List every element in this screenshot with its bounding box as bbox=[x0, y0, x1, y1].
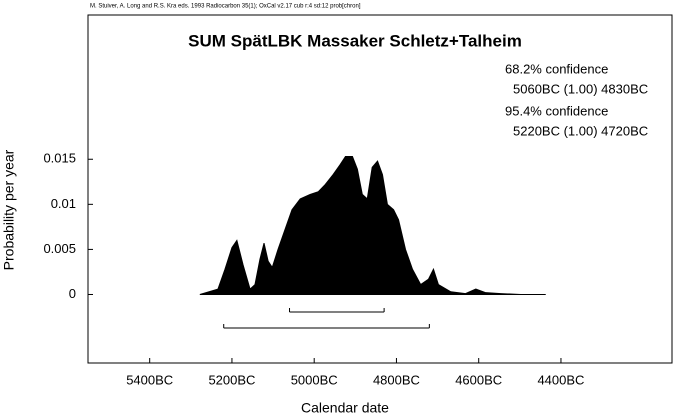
y-tick-label: 0.005 bbox=[43, 241, 76, 256]
chart-title: SUM SpätLBK Massaker Schletz+Talheim bbox=[188, 31, 522, 50]
range-label: 5220BC (1.00) 4720BC bbox=[513, 123, 648, 138]
y-tick-label: 0.01 bbox=[51, 196, 76, 211]
y-axis-label: Probability per year bbox=[1, 149, 17, 270]
range-label: 5060BC (1.00) 4830BC bbox=[513, 81, 648, 96]
x-tick-label: 5000BC bbox=[291, 372, 338, 387]
y-tick-label: 0 bbox=[69, 286, 76, 301]
x-axis-label: Calendar date bbox=[301, 400, 389, 416]
plot-frame bbox=[87, 14, 673, 364]
x-tick-label: 4800BC bbox=[373, 372, 420, 387]
x-tick-label: 4400BC bbox=[537, 372, 584, 387]
y-tick-label: 0.015 bbox=[43, 151, 76, 166]
density-area bbox=[199, 156, 546, 295]
x-tick-label: 5200BC bbox=[208, 372, 255, 387]
header-note: M. Stuiver, A. Long and R.S. Kra eds. 19… bbox=[90, 4, 361, 10]
range-name: 95.4% confidence bbox=[505, 103, 608, 118]
x-tick-label: 4600BC bbox=[455, 372, 502, 387]
range-name: 68.2% confidence bbox=[505, 61, 608, 76]
x-tick-label: 5400BC bbox=[126, 372, 173, 387]
